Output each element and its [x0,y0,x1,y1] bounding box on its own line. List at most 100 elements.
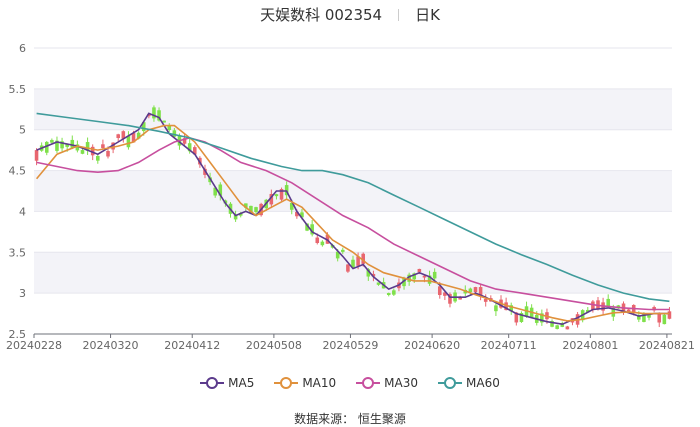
candle-body [437,286,442,296]
x-tick-label: 20240711 [481,339,537,352]
candle-body [141,122,146,132]
legend-marker [274,377,299,389]
candle-body [417,268,422,273]
candle-body [111,142,115,150]
y-tick-label: 2.5 [9,328,27,341]
candle-body [432,271,437,279]
x-tick-label: 20240412 [164,339,220,352]
candle-body [341,249,345,252]
candle-body [626,309,631,312]
candle-body [448,294,452,304]
candle-body [550,321,554,327]
candle-body [295,211,299,217]
candle-body [519,313,524,322]
candle-body [366,269,371,277]
legend-item-ma30[interactable]: MA30 [356,376,418,390]
candle-body [427,275,432,284]
candle-body [361,253,365,264]
ma-line-ma30 [36,137,670,311]
candle-body [90,146,95,156]
candle-body [667,311,672,319]
candle-body [320,241,325,246]
candle-body [75,144,80,151]
candle-body [80,150,85,154]
legend-item-ma5[interactable]: MA5 [200,376,254,390]
candle-body [85,142,90,151]
x-tick-label: 20240228 [6,339,62,352]
candle-body [147,114,151,117]
candle-body [284,185,289,196]
candle-body [402,277,406,287]
candle-body [269,193,274,205]
candle-body [182,138,187,144]
candle-body [65,143,69,147]
chart-legend: MA5 MA10 MA30 MA60 [0,376,700,390]
legend-ring [362,377,375,389]
candle-body [346,264,350,272]
legend-label: MA10 [302,376,337,390]
y-tick-label: 6 [19,42,26,55]
candle-body [106,151,110,157]
candle-body [392,290,396,295]
candle-body [218,184,223,196]
candle-body [647,314,651,318]
candle-body [305,223,309,231]
candle-body [412,273,417,280]
candle-body [34,150,39,161]
candle-body [509,305,514,312]
candle-body [540,313,544,323]
x-tick-label: 20240801 [562,339,618,352]
x-tick-label: 20240320 [83,339,139,352]
candle-body [233,214,238,220]
legend-item-ma60[interactable]: MA60 [438,376,500,390]
grid-band [34,88,672,130]
chart-title: 天娱数科 002354 日K [0,4,700,25]
legend-item-ma10[interactable]: MA10 [274,376,336,390]
candle-body [591,301,595,310]
candle-body [315,237,320,244]
candle-body [478,287,483,296]
candle-body [213,187,217,196]
candle-body [443,292,447,296]
period-label: 日K [415,6,440,24]
candle-body [192,147,197,155]
candle-body [289,202,294,210]
candle-body [50,139,54,143]
candle-body [152,107,156,119]
y-tick-label: 5.5 [9,83,27,96]
candle-body [44,141,49,153]
candle-body [468,288,473,293]
candle-body [606,298,610,307]
candle-body [96,156,100,161]
candle-body [116,134,121,139]
candle-body [131,133,136,143]
candle-body [274,194,279,197]
legend-ring [280,377,293,389]
candle-body [351,259,355,268]
candle-body [514,312,519,323]
candle-body [279,189,284,200]
candle-body [473,287,478,293]
legend-label: MA30 [384,376,419,390]
candle-body [494,305,498,312]
candle-body [596,300,600,309]
candle-body [642,313,646,322]
candle-body [136,132,141,139]
candle-body [254,207,258,213]
candle-body [371,273,376,277]
candle-body [187,143,192,152]
y-tick-label: 4 [19,205,26,218]
candle-body [167,125,172,130]
candle-body [60,141,64,149]
candle-body [356,256,360,266]
candle-body [300,212,304,218]
candle-body [162,120,166,123]
candle-body [637,315,641,320]
candle-body [407,274,411,282]
ma-line-ma60 [36,112,670,303]
candle-body [585,309,590,313]
ma-line-ma10 [35,124,670,322]
legend-marker [438,377,463,389]
candle-body [172,130,177,137]
candle-body [335,251,340,259]
